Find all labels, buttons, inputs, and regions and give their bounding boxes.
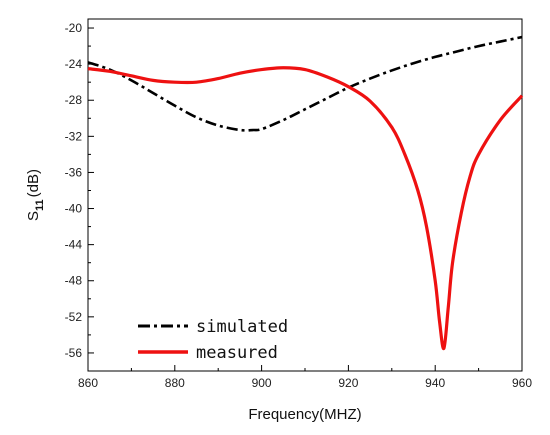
x-tick-label: 940 [425,376,445,390]
x-tick-label: 900 [252,376,272,390]
x-axis-title: Frequency(MHZ) [248,406,361,423]
y-tick-label: -52 [65,310,83,324]
x-tick-label: 960 [512,376,532,390]
y-tick-label: -36 [65,165,83,179]
y-tick-label: -56 [65,346,83,360]
y-axis-title-subscript: 11 [34,199,46,211]
legend-label-simulated: simulated [196,317,288,337]
y-tick-label: -44 [65,238,83,252]
y-axis-title-main: S [25,211,42,221]
series-line-measured [87,66,524,351]
y-axis-title: S11 (dB) [25,169,46,221]
x-tick-label: 920 [338,376,358,390]
y-tick-label: -28 [65,93,83,107]
y-tick-label: -40 [65,202,83,216]
series-line-simulated [87,35,523,132]
series-layer [87,35,524,351]
y-tick-label: -24 [65,57,83,71]
y-tick-label: -48 [65,274,83,288]
y-axis-title-unit: (dB) [25,169,42,197]
axis-ticks: 860 880 900 920 940 960 -20 -24 -28 -32 -36 -40 -44 -… [65,21,533,390]
legend-label-measured: measured [196,343,278,363]
plot-frame [87,18,523,372]
x-tick-label: 860 [78,376,98,390]
y-tick-label: -32 [65,129,83,143]
legend: simulated measured [138,317,288,363]
x-tick-label: 880 [165,376,185,390]
y-tick-label: -20 [65,21,83,35]
